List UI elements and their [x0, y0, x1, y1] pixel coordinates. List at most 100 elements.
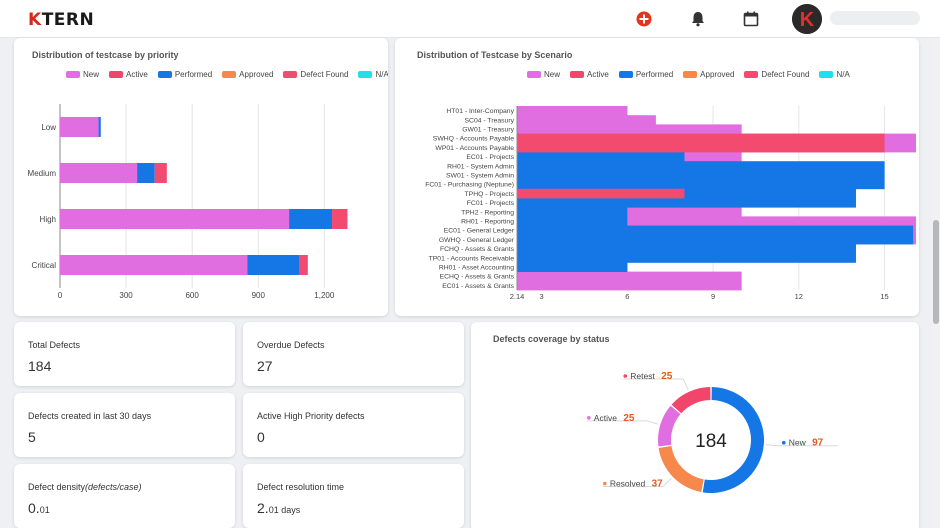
area-new-sc04-treasury — [517, 115, 656, 125]
y-tick-label: SC04 - Treasury — [465, 117, 515, 124]
x-tick-label: 6 — [625, 292, 629, 301]
y-tick-label: SW01 - System Admin — [446, 173, 514, 180]
leader-line — [602, 477, 672, 488]
donut-total: 184 — [695, 431, 727, 452]
y-tick-label: EC01 - General Ledger — [444, 228, 515, 235]
legend-item-n-a[interactable]: N/A — [819, 70, 850, 79]
y-tick-label: FCHQ - Assets & Grants — [440, 246, 515, 253]
priority-chart-card: Distribution of testcase by priority New… — [14, 38, 388, 316]
stat-label: Defects created in last 30 days — [28, 411, 152, 421]
legend-dot-retest — [623, 374, 628, 378]
legend-label: Active — [126, 70, 148, 79]
stat-label: Overdue Defects — [257, 340, 325, 350]
total-defects-card[interactable]: Total Defects 184 — [14, 322, 235, 386]
legend-item-approved[interactable]: Approved — [683, 70, 734, 79]
y-tick-label-medium: Medium — [28, 169, 57, 178]
stat-value: 0 — [257, 429, 265, 445]
leader-line — [586, 420, 659, 425]
stat-value: 0.01 — [28, 500, 50, 516]
donut-slice-resolved — [658, 445, 704, 493]
legend-item-defect-found[interactable]: Defect Found — [283, 70, 348, 79]
bar-high-performed — [289, 209, 333, 229]
area-new-rh01-reporting — [517, 216, 916, 226]
legend-item-new[interactable]: New — [527, 70, 560, 79]
stat-label: Defect resolution time — [257, 482, 345, 492]
y-tick-label-high: High — [40, 215, 56, 224]
x-tick-label: 600 — [185, 291, 199, 300]
y-tick-label: ECHQ - Assets & Grants — [440, 274, 515, 281]
y-tick-label-critical: Critical — [32, 261, 57, 270]
legend-label: N/A — [836, 70, 850, 79]
y-tick-label: TP01 - Accounts Receivable — [429, 255, 515, 262]
legend-label: New — [544, 70, 561, 79]
area-new-echq-assets-grants — [517, 271, 742, 282]
donut-label-new: New 97 — [789, 438, 824, 449]
user-avatar[interactable]: K — [792, 4, 822, 34]
legend-label: Defect Found — [300, 70, 349, 79]
area-performed-rh01-reporting — [517, 216, 628, 226]
legend-swatch — [358, 71, 373, 79]
legend-label: Defect Found — [761, 70, 810, 79]
area-new-tph2-reporting — [517, 207, 742, 217]
legend-swatch — [109, 71, 124, 79]
bar-medium-defect-found — [154, 163, 167, 183]
user-name-blurred[interactable] — [830, 11, 920, 25]
legend-item-active[interactable]: Active — [570, 70, 609, 79]
donut-label-retest: Retest 25 — [630, 371, 672, 382]
area-performed-tph2-reporting — [517, 207, 628, 217]
high-priority-defects-card[interactable]: Active High Priority defects 0 — [243, 393, 464, 457]
legend-item-performed[interactable]: Performed — [618, 70, 674, 79]
x-tick-label: 9 — [711, 292, 715, 301]
overdue-defects-card[interactable]: Overdue Defects 27 — [243, 322, 464, 386]
y-tick-label: EC01 - Projects — [466, 154, 514, 161]
priority-chart-title: Distribution of testcase by priority — [32, 50, 179, 60]
legend-item-performed[interactable]: Performed — [157, 70, 213, 79]
bell-icon[interactable] — [688, 9, 708, 29]
add-circle-icon[interactable] — [634, 9, 654, 29]
y-tick-label: WP01 - Accounts Payable — [435, 145, 514, 152]
resolution-time-card[interactable]: Defect resolution time 2.01 days — [243, 464, 464, 528]
y-tick-label: TPH2 - Reporting — [461, 209, 514, 216]
legend-label: Performed — [635, 70, 674, 79]
recent-defects-card[interactable]: Defects created in last 30 days 5 — [14, 393, 235, 457]
page-scrollbar[interactable] — [932, 38, 940, 528]
y-tick-label: HT01 - Inter-Company — [446, 108, 514, 115]
bar-critical-performed — [247, 255, 299, 275]
legend-dot-active — [587, 416, 591, 420]
legend-item-approved[interactable]: Approved — [222, 70, 273, 79]
donut-value-active: 25 — [623, 413, 635, 424]
x-tick-label: 12 — [795, 292, 803, 301]
y-tick-label: GWHQ - General Ledger — [439, 237, 515, 244]
donut-label-active: Active 25 — [594, 413, 635, 424]
legend-item-n-a[interactable]: N/A — [358, 70, 388, 79]
x-tick-label: 300 — [119, 291, 133, 300]
bar-medium-new — [60, 163, 138, 183]
donut-slice-new — [702, 387, 764, 493]
y-tick-label: SWHQ - Accounts Payable — [433, 136, 514, 143]
ktern-logo[interactable]: KTERN — [28, 10, 95, 30]
area-new-ec01-assets-grants — [517, 280, 742, 291]
bar-critical-new — [60, 255, 248, 275]
bar-low-performed — [98, 117, 101, 137]
legend-swatch — [157, 71, 172, 79]
status-donut-chart: New 97 Resolved 37 Active 25 Retest 25 184 — [586, 371, 838, 493]
area-new-gw01-treasury — [517, 124, 742, 134]
calendar-icon[interactable] — [741, 9, 761, 29]
legend-swatch — [66, 71, 80, 79]
defect-density-card[interactable]: Defect density(defects/case) 0.01 — [14, 464, 235, 528]
y-tick-label: RH01 - Reporting — [461, 219, 514, 226]
legend-item-active[interactable]: Active — [109, 70, 148, 79]
priority-bar-chart: 0 300 600 900 1,200 Low Medium High Critical — [28, 104, 348, 300]
legend-label: Performed — [174, 70, 213, 79]
scrollbar-thumb[interactable] — [933, 220, 939, 324]
stat-label: Total Defects — [28, 340, 81, 350]
legend-item-new[interactable]: New — [66, 70, 99, 79]
legend-swatch — [283, 71, 298, 79]
legend-swatch — [222, 71, 237, 79]
legend-item-defect-found[interactable]: Defect Found — [744, 70, 809, 79]
area-performed-tphq-projects — [517, 188, 856, 199]
area-performed-fc01-purchasing-neptune — [517, 179, 885, 190]
x-tick-label: 2.14 — [510, 292, 525, 301]
stat-value: 2.01 days — [257, 500, 301, 516]
area-defect-found-tphq-projects — [517, 188, 685, 199]
